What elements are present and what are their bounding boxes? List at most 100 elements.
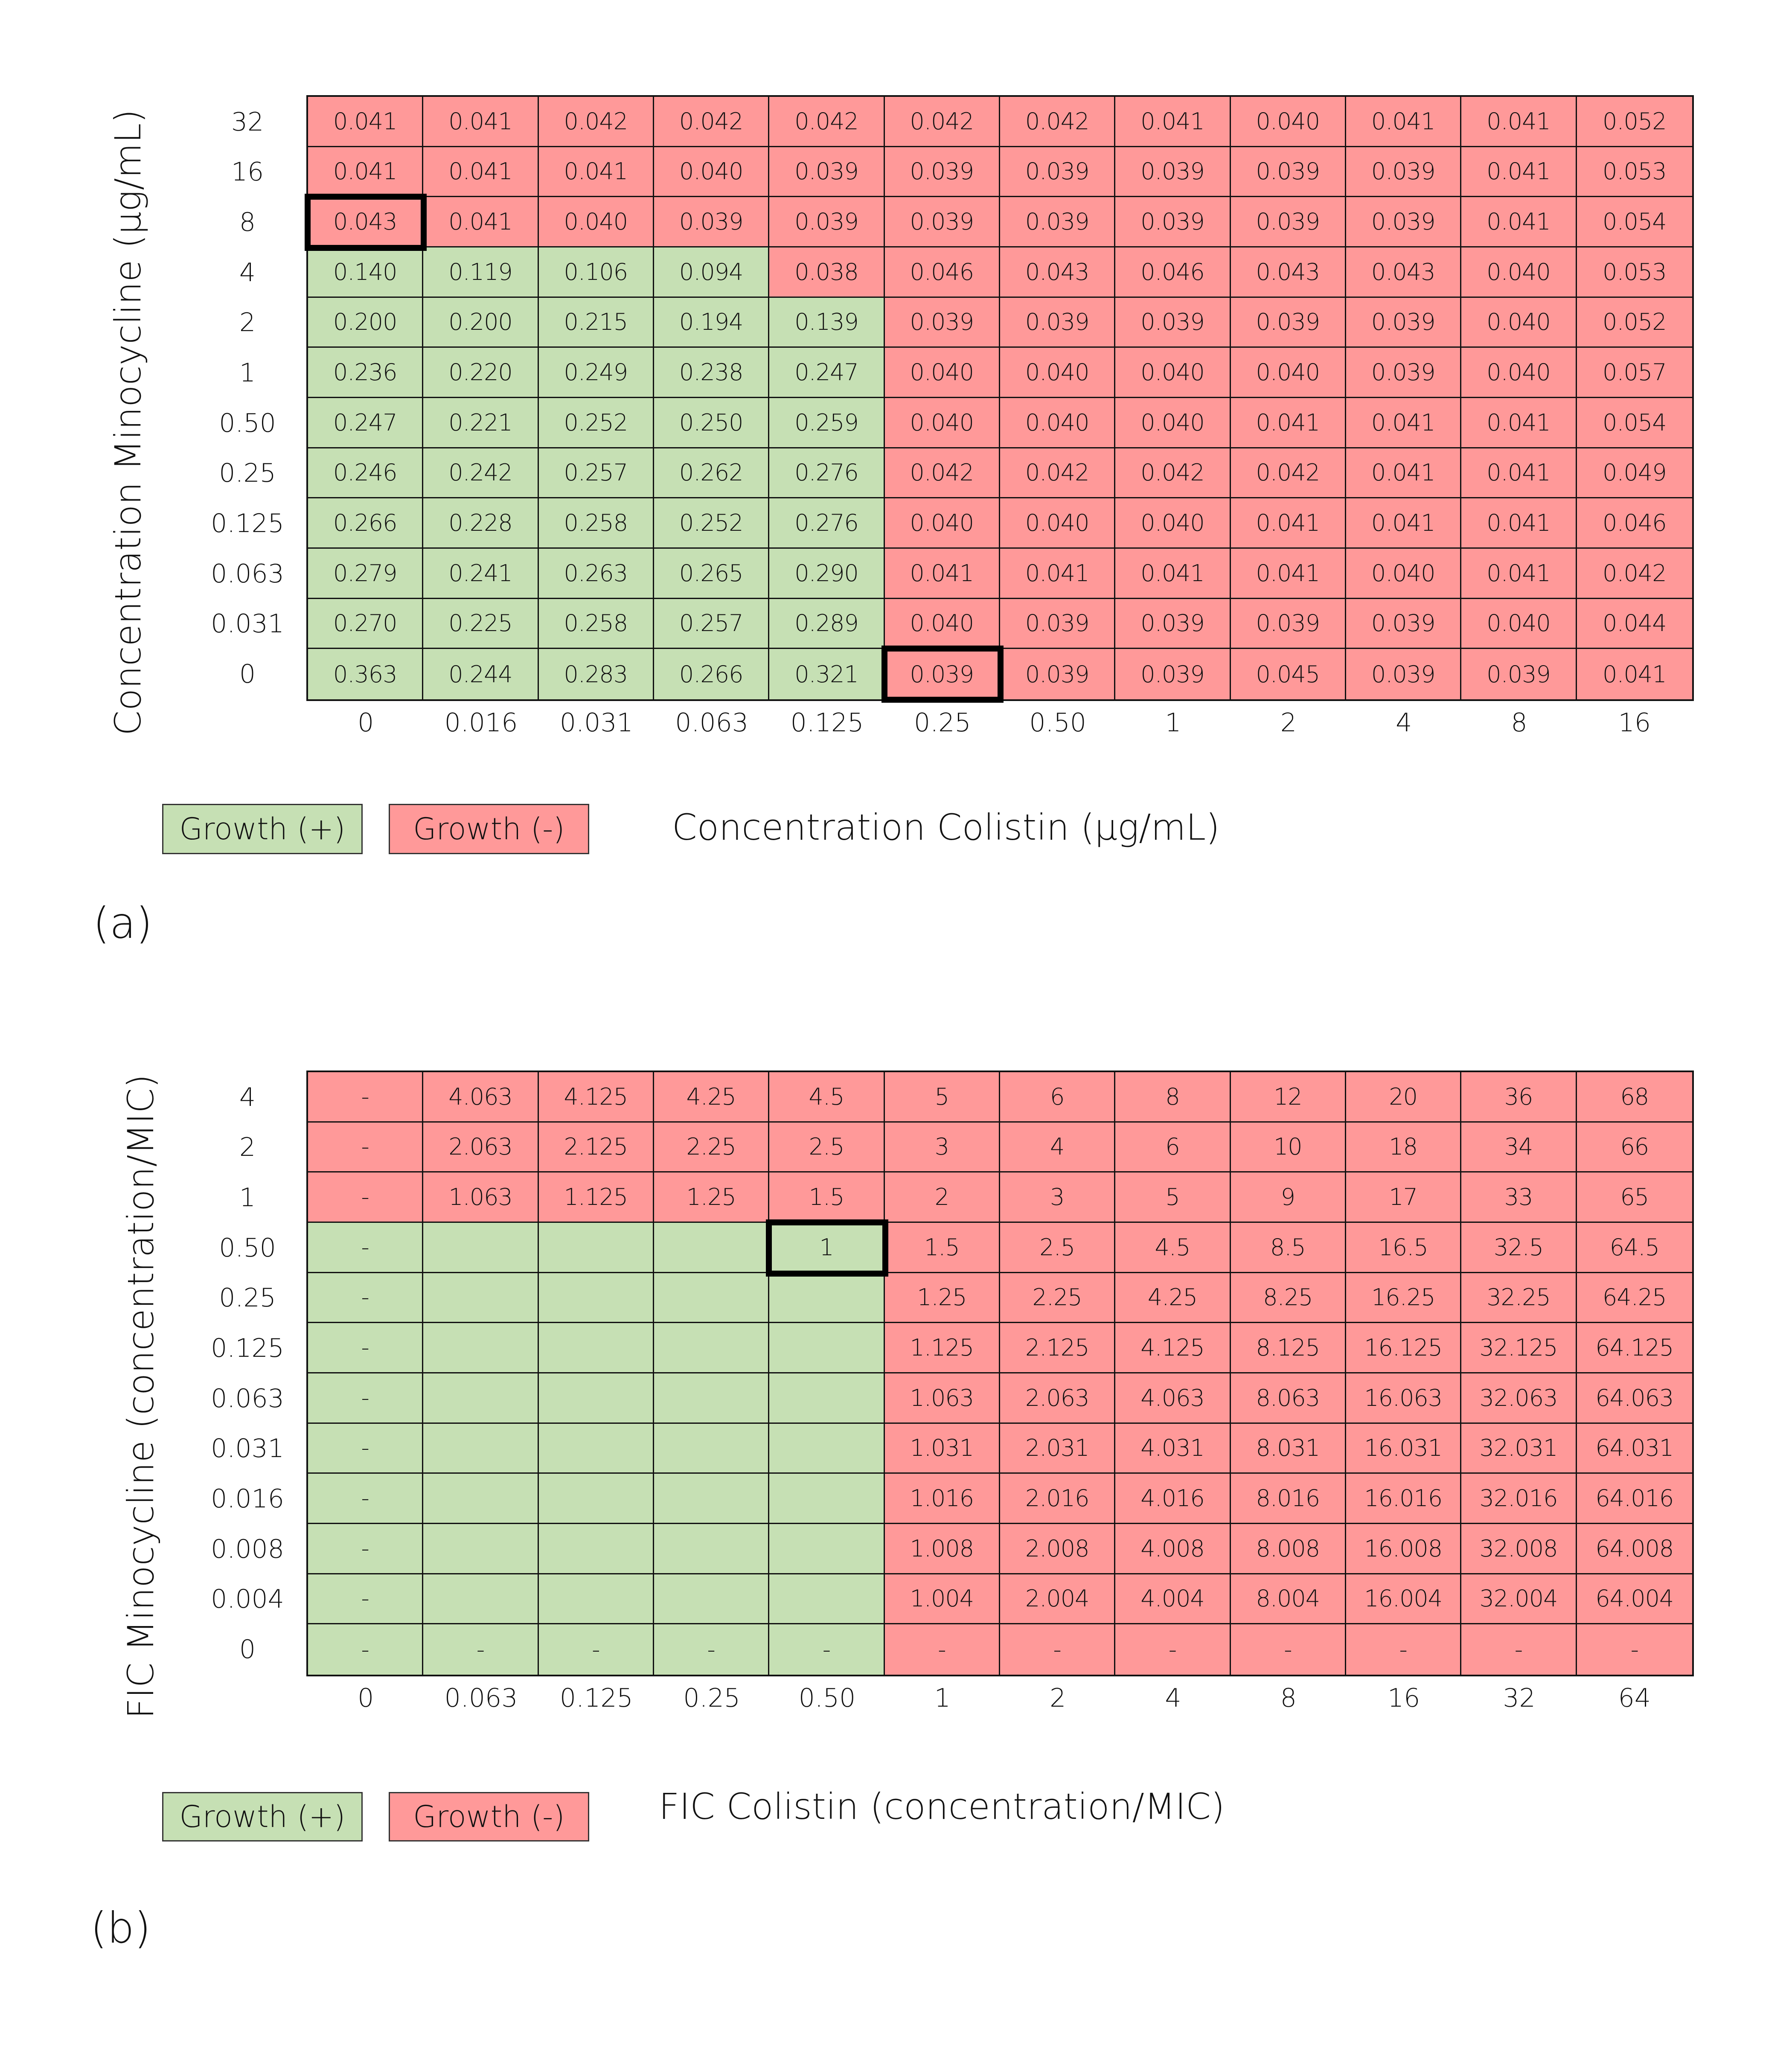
table-cell: 16.031 <box>1346 1423 1462 1474</box>
table-cell: 0.040 <box>1115 398 1231 448</box>
table-cell: 4.008 <box>1115 1524 1231 1574</box>
table-cell <box>769 1273 885 1324</box>
table-cell: 0.038 <box>769 247 885 298</box>
table-cell: 1.063 <box>423 1172 539 1223</box>
table-cell: - <box>308 1373 424 1424</box>
table-cell: 0.046 <box>1115 247 1231 298</box>
heatmap-grid: -4.063 4.125 4.25 4.5 5 6 8 12 20 36 68-2.063 2.125… <box>306 1071 1694 1676</box>
table-cell <box>423 1223 539 1273</box>
table-cell: 2.5 <box>769 1122 885 1173</box>
table-cell: 16.004 <box>1346 1574 1462 1625</box>
table-cell: 1.031 <box>884 1423 1000 1474</box>
table-cell: 0.039 <box>1231 197 1346 247</box>
x-tick-label: 0.50 <box>798 1683 856 1713</box>
x-tick-label: 0.125 <box>559 1683 633 1713</box>
table-cell: 4.016 <box>1115 1474 1231 1524</box>
table-cell: 0.119 <box>423 247 539 298</box>
table-cell: 4.004 <box>1115 1574 1231 1625</box>
x-tick-label: 0.063 <box>444 1683 518 1713</box>
table-cell: 4.5 <box>1115 1223 1231 1273</box>
table-cell: 0.042 <box>1000 97 1116 147</box>
table-cell: 66 <box>1577 1122 1692 1173</box>
y-tick-label: 0.004 <box>211 1584 284 1615</box>
table-cell <box>423 1574 539 1625</box>
y-tick-label: 0.125 <box>211 1333 284 1364</box>
x-tick-label: 4 <box>1165 1683 1181 1713</box>
table-cell: 34 <box>1461 1122 1577 1173</box>
table-cell: - <box>654 1624 770 1675</box>
table-cell: 0.040 <box>1115 348 1231 398</box>
table-cell <box>769 1524 885 1574</box>
legend-growth-negative: Growth (-) <box>389 804 589 854</box>
table-cell <box>654 1423 770 1474</box>
table-cell: 0.039 <box>1346 599 1462 649</box>
table-cell: 9 <box>1231 1172 1346 1223</box>
table-cell: 0.041 <box>884 549 1000 599</box>
table-cell: 0.039 <box>884 197 1000 247</box>
table-cell: - <box>308 1072 424 1123</box>
table-cell: 0.042 <box>884 97 1000 147</box>
table-cell: 0.041 <box>1115 549 1231 599</box>
y-tick-label: 0 <box>239 1635 256 1665</box>
x-tick-label: 64 <box>1618 1683 1651 1713</box>
panel-label: (b) <box>90 1903 151 1953</box>
table-cell: 0.220 <box>423 348 539 398</box>
table-cell: 0.040 <box>1000 398 1116 448</box>
table-cell: 0.040 <box>654 147 770 198</box>
table-cell <box>423 1474 539 1524</box>
table-cell: 8.016 <box>1231 1474 1346 1524</box>
table-cell: 0.252 <box>538 398 654 448</box>
table-cell: - <box>1461 1624 1577 1675</box>
table-cell: 0.265 <box>654 549 770 599</box>
y-tick-label: 8 <box>239 207 256 238</box>
table-cell: 0.039 <box>1231 297 1346 348</box>
table-cell: 32.125 <box>1461 1323 1577 1373</box>
table-cell: - <box>1231 1624 1346 1675</box>
table-cell <box>654 1273 770 1324</box>
table-cell: 0.094 <box>654 247 770 298</box>
x-tick-label: 16 <box>1618 708 1651 738</box>
table-cell: 0.039 <box>1115 599 1231 649</box>
table-cell <box>769 1574 885 1625</box>
table-cell <box>423 1524 539 1574</box>
table-cell: 0.042 <box>538 97 654 147</box>
table-cell: 2.004 <box>1000 1574 1116 1625</box>
y-tick-label: 0.063 <box>211 559 284 589</box>
table-cell: 2.031 <box>1000 1423 1116 1474</box>
x-tick-label: 8 <box>1511 708 1527 738</box>
table-cell: 1.008 <box>884 1524 1000 1574</box>
table-cell: 16.008 <box>1346 1524 1462 1574</box>
table-cell: 68 <box>1577 1072 1692 1123</box>
table-cell: 0.040 <box>1461 348 1577 398</box>
table-cell <box>654 1223 770 1273</box>
x-axis-title: FIC Colistin (concentration/MIC) <box>659 1786 1225 1827</box>
table-cell: 0.039 <box>769 147 885 198</box>
table-cell: - <box>884 1624 1000 1675</box>
table-cell: 0.039 <box>1231 147 1346 198</box>
table-cell: 2.125 <box>1000 1323 1116 1373</box>
x-tick-label: 0.125 <box>790 708 864 738</box>
table-cell: 0.039 <box>884 297 1000 348</box>
x-tick-label: 16 <box>1387 1683 1420 1713</box>
y-tick-label: 0.016 <box>211 1484 284 1514</box>
table-cell: 0.040 <box>1346 549 1462 599</box>
table-cell: 0.039 <box>769 197 885 247</box>
table-cell <box>538 1273 654 1324</box>
panel-label: (a) <box>93 898 153 948</box>
table-cell: 0.040 <box>1461 297 1577 348</box>
table-cell: 4.063 <box>423 1072 539 1123</box>
table-cell: 0.040 <box>884 498 1000 549</box>
table-cell <box>538 1423 654 1474</box>
table-cell: 0.039 <box>1000 147 1116 198</box>
table-cell: 8.031 <box>1231 1423 1346 1474</box>
y-tick-label: 0.125 <box>211 509 284 539</box>
table-cell: 1.063 <box>884 1373 1000 1424</box>
table-cell: 0.039 <box>1115 147 1231 198</box>
table-cell: 0.042 <box>654 97 770 147</box>
table-cell: - <box>769 1624 885 1675</box>
x-tick-label: 0.25 <box>683 1683 740 1713</box>
table-cell: 0.041 <box>1231 498 1346 549</box>
table-cell: 1.004 <box>884 1574 1000 1625</box>
table-cell: 1.016 <box>884 1474 1000 1524</box>
table-cell: 0.042 <box>1577 549 1692 599</box>
